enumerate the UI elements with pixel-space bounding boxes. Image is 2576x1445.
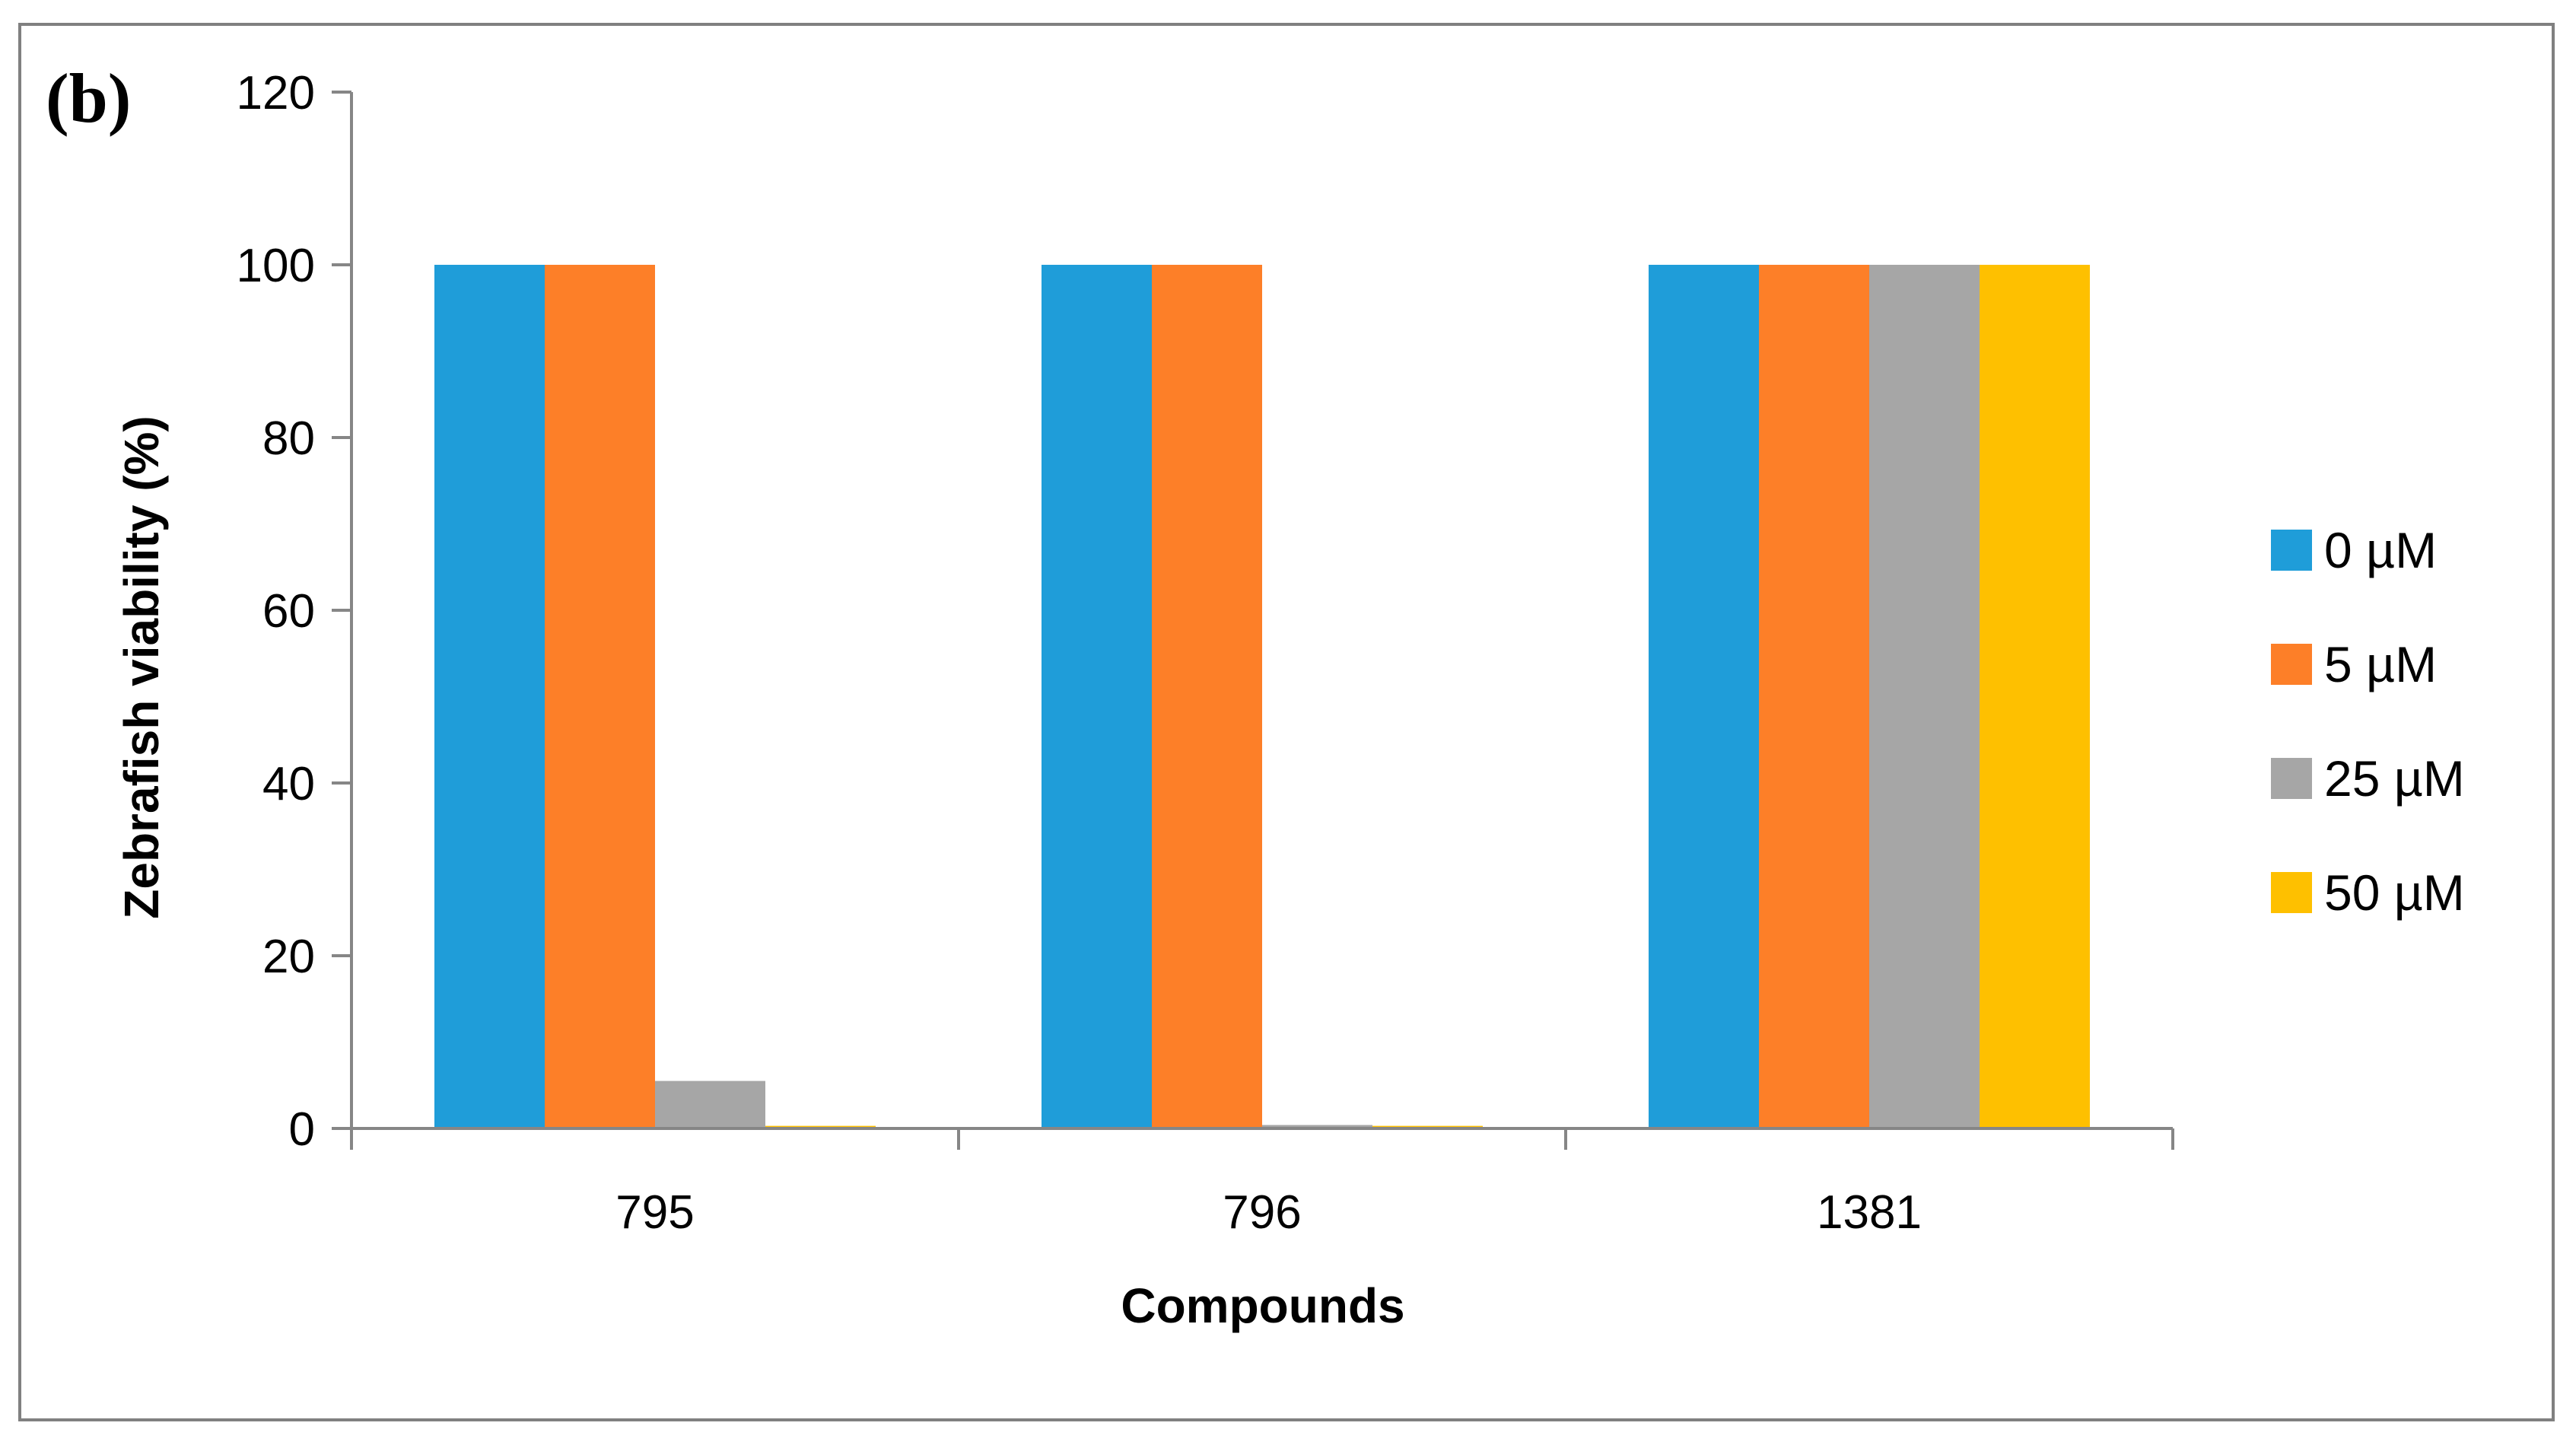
bar-1381-0-M — [1649, 265, 1759, 1128]
x-tick-label: 1381 — [1817, 1186, 1922, 1239]
bar-796-0-M — [1042, 265, 1152, 1128]
x-tick-label: 796 — [1223, 1186, 1301, 1239]
legend-swatch — [2271, 872, 2312, 913]
legend-label: 50 µM — [2324, 864, 2465, 921]
y-tick-label: 60 — [262, 585, 315, 638]
bar-795-5-M — [545, 265, 655, 1128]
legend-label: 0 µM — [2324, 522, 2437, 578]
bar-1381-5-M — [1759, 265, 1869, 1128]
plot-area: 0 20 40 60 80 100 120 795 796 1381 — [237, 67, 2174, 1239]
bar-796-5-M — [1152, 265, 1262, 1128]
legend-swatch — [2271, 758, 2312, 799]
legend-label: 5 µM — [2324, 636, 2437, 692]
y-tick-label: 100 — [237, 240, 315, 292]
bar-1381-50-M — [1980, 265, 2090, 1128]
panel-label: (b) — [46, 59, 131, 137]
bar-796-25-M — [1262, 1125, 1372, 1128]
y-tick-label: 0 — [289, 1103, 315, 1156]
y-tick-label: 120 — [237, 67, 315, 119]
legend-swatch — [2271, 530, 2312, 571]
y-tick-label: 20 — [262, 931, 315, 983]
y-axis-title: Zebrafish viability (%) — [114, 415, 169, 918]
y-tick-label: 40 — [262, 758, 315, 810]
y-tick-label: 80 — [262, 412, 315, 465]
legend-label: 25 µM — [2324, 750, 2465, 807]
legend: 0 µM 5 µM 25 µM 50 µM — [2271, 522, 2465, 921]
x-axis-title: Compounds — [1121, 1278, 1404, 1333]
legend-swatch — [2271, 644, 2312, 685]
bar-795-25-M — [655, 1081, 765, 1128]
x-tick-label: 795 — [615, 1186, 694, 1239]
bar-795-0-M — [434, 265, 545, 1128]
bar-1381-25-M — [1869, 265, 1980, 1128]
